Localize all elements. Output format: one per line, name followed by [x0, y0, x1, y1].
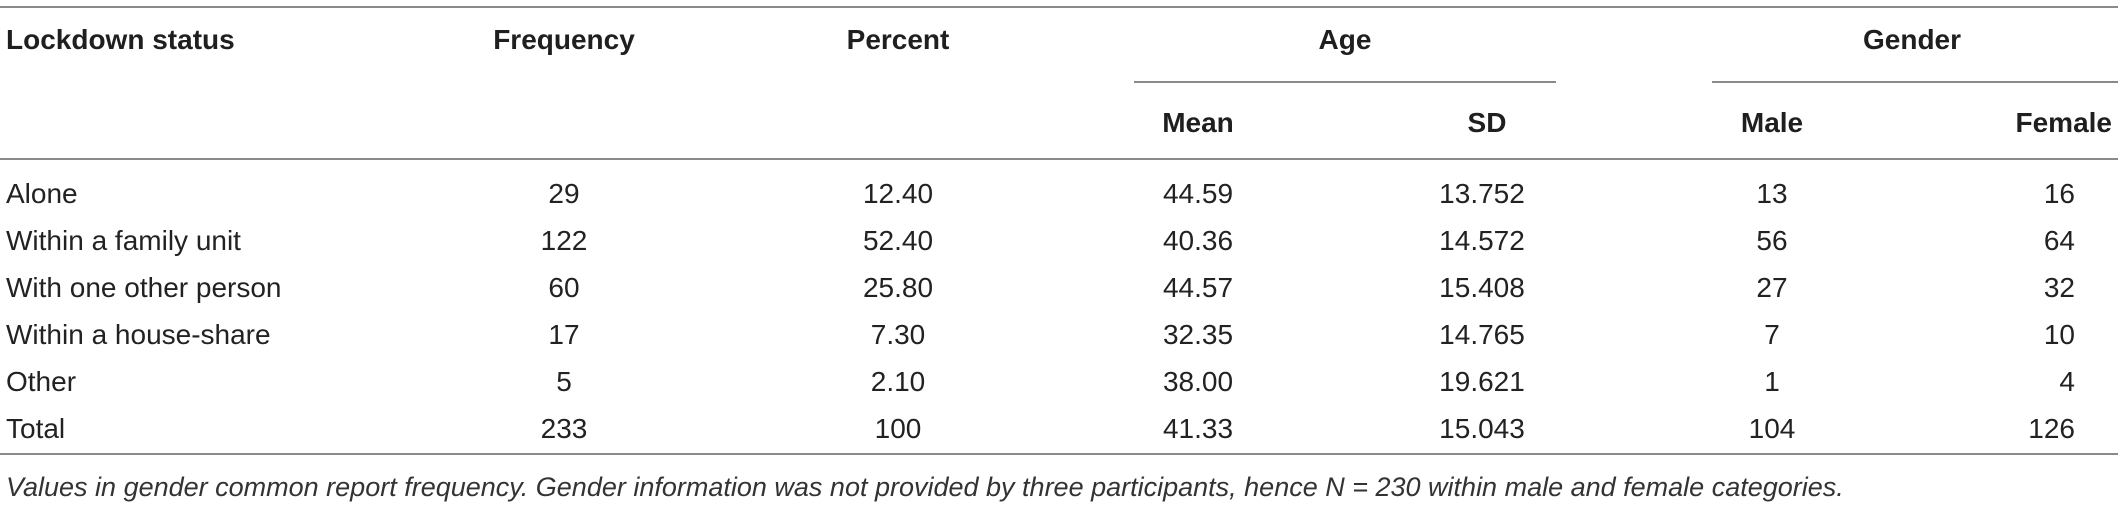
cell-female: 16 [2043, 178, 2075, 209]
cell-male: 104 [1748, 413, 1796, 444]
cell-frequency: 17 [548, 319, 580, 350]
cell-frequency: 5 [556, 366, 572, 397]
cell-mean: 40.36 [1162, 225, 1234, 256]
cell-frequency: 29 [548, 178, 580, 209]
header-percent: Percent [846, 24, 950, 55]
cell-sd: 19.621 [1439, 366, 1525, 397]
cell-female: 32 [2043, 272, 2075, 303]
cell-male: 13 [1756, 178, 1788, 209]
header-age: Age [1318, 24, 1372, 55]
header-sd: SD [1467, 107, 1507, 138]
cell-sd: 14.572 [1439, 225, 1525, 256]
cell-female: 4 [2059, 366, 2075, 397]
cell-frequency: 122 [540, 225, 588, 256]
cell-status: Other [6, 366, 77, 397]
cell-percent: 25.80 [862, 272, 934, 303]
table-top-rule [0, 6, 2118, 8]
cell-male: 56 [1756, 225, 1788, 256]
header-lockdown-status: Lockdown status [6, 24, 235, 55]
cell-female: 64 [2043, 225, 2075, 256]
header-bottom-rule [0, 158, 2118, 160]
cell-percent: 2.10 [870, 366, 926, 397]
cell-mean: 38.00 [1162, 366, 1234, 397]
header-male: Male [1740, 107, 1804, 138]
cell-percent: 52.40 [862, 225, 934, 256]
cell-sd: 15.043 [1439, 413, 1525, 444]
cell-status: Alone [6, 178, 78, 209]
cell-frequency: 233 [540, 413, 588, 444]
header-mean: Mean [1162, 107, 1234, 138]
cell-percent: 100 [874, 413, 922, 444]
age-group-rule [1134, 81, 1556, 83]
gender-group-rule [1712, 81, 2118, 83]
table-bottom-rule [0, 453, 2118, 455]
cell-mean: 44.59 [1162, 178, 1234, 209]
cell-status: With one other person [6, 272, 282, 303]
cell-female: 10 [2043, 319, 2075, 350]
cell-status: Within a house-share [6, 319, 271, 350]
cell-frequency: 60 [548, 272, 580, 303]
cell-female: 126 [2028, 413, 2075, 444]
cell-percent: 12.40 [862, 178, 934, 209]
cell-status: Within a family unit [6, 225, 241, 256]
cell-mean: 41.33 [1162, 413, 1234, 444]
cell-sd: 13.752 [1439, 178, 1525, 209]
cell-male: 7 [1764, 319, 1780, 350]
cell-male: 27 [1756, 272, 1788, 303]
header-gender: Gender [1862, 24, 1962, 55]
header-frequency: Frequency [493, 24, 635, 55]
cell-sd: 15.408 [1439, 272, 1525, 303]
cell-mean: 32.35 [1162, 319, 1234, 350]
cell-percent: 7.30 [870, 319, 926, 350]
cell-status: Total [6, 413, 66, 444]
cell-sd: 14.765 [1439, 319, 1525, 350]
table-footnote: Values in gender common report frequency… [6, 472, 1844, 502]
header-female: Female [2015, 107, 2113, 138]
cell-male: 1 [1764, 366, 1780, 397]
cell-mean: 44.57 [1162, 272, 1234, 303]
